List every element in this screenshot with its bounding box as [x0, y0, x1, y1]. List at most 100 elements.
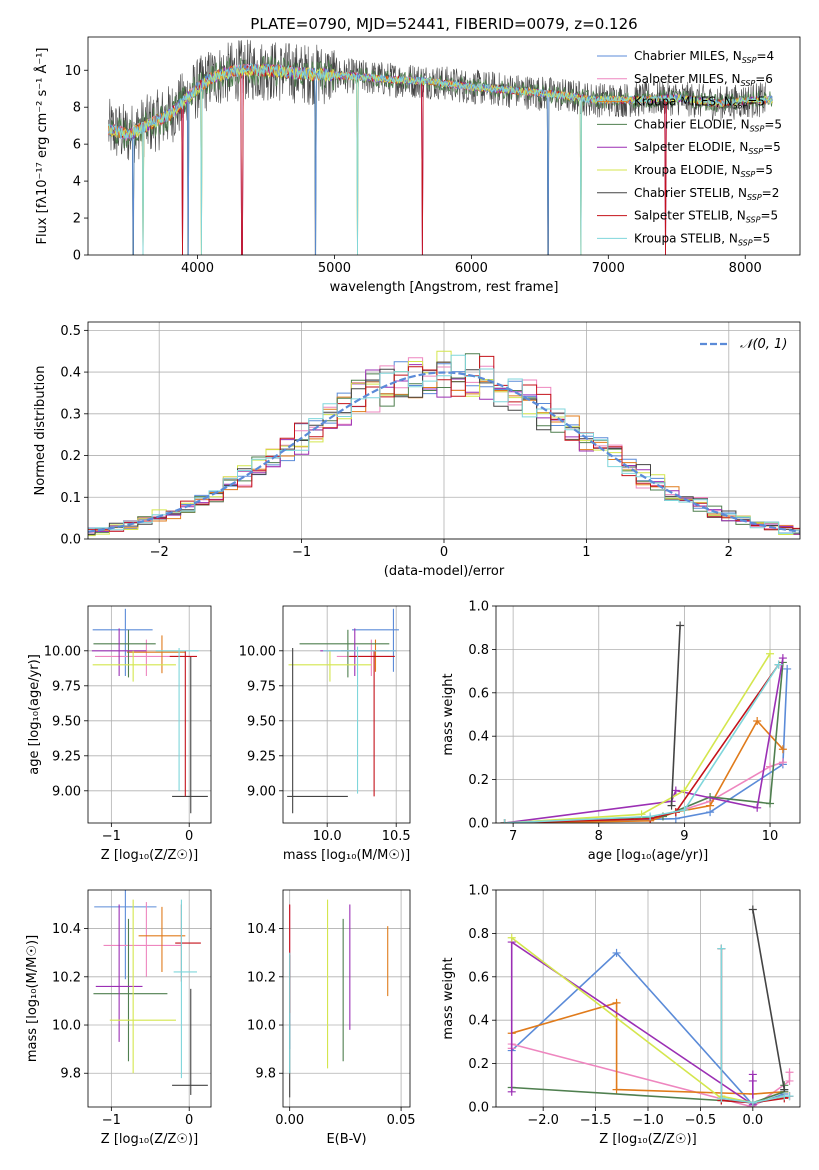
legend-label-normal: 𝒩(0, 1): [740, 337, 787, 352]
weight-marker: [778, 654, 787, 663]
y-tick-label: 0.8: [468, 927, 489, 942]
legend-series-name: Salpeter MILES, N: [634, 72, 741, 86]
errorbar-point: [93, 629, 156, 678]
x-axis-label: Z [log₁₀(Z/Z☉)]: [101, 848, 198, 863]
x-tick-label: 5000: [318, 261, 351, 276]
y-tick-label: 0.4: [468, 1014, 489, 1029]
y-tick-label: 10.00: [239, 644, 276, 659]
legend-nssp: =5: [753, 231, 771, 245]
y-tick-label: 10.2: [247, 970, 276, 985]
legend-label: Kroupa MILES, NSSP=5: [634, 95, 765, 111]
plot-area: [108, 39, 773, 255]
axes-frame: [282, 889, 411, 1108]
y-tick-label: 0.6: [468, 686, 489, 701]
weight-marker: [766, 649, 775, 658]
legend-nssp: =5: [747, 95, 765, 109]
x-tick-label: 7: [509, 829, 517, 844]
weight-marker: [785, 1068, 794, 1077]
weight-line-0: [504, 668, 788, 823]
errorbar-point: [155, 648, 199, 791]
y-tick-label: 0.0: [468, 1101, 489, 1116]
legend-sub: SSP: [748, 147, 763, 156]
plot-area: [91, 608, 208, 814]
y-tick-label: 8: [73, 101, 81, 116]
panel-residuals: −2 −1 0 1 2 0.0 0.1 0.2 0.3 0.4 0.5 (data-model)/er…: [33, 321, 801, 579]
y-tick-label: 0.0: [468, 817, 489, 832]
y-tick-label: 4: [73, 175, 81, 190]
x-tick-label: 10: [762, 829, 779, 844]
errorbar-point: [175, 904, 201, 982]
x-tick-label: 6000: [455, 261, 488, 276]
weight-line-8: [720, 948, 790, 1104]
y-tick-label: 10.0: [247, 1019, 276, 1034]
y-tick-label: 2: [73, 212, 81, 227]
plot-area: [93, 890, 208, 1095]
x-tick-label: 0.05: [387, 1113, 416, 1128]
legend-sub: SSP: [741, 170, 756, 179]
panel-mass-weight-vs-age: 7 8 9 10 0.0 0.2 0.4 0.6 0.8 1.0 age [log₁₀(age/yr…: [441, 600, 801, 863]
ticks: −2 −1 0 1 2 0.0 0.1 0.2 0.3 0.4 0.5: [60, 324, 733, 560]
y-tick-label: 10.00: [44, 644, 81, 659]
y-tick-label: 9.50: [247, 714, 276, 729]
weight-marker: [612, 998, 621, 1007]
ticks: 7 8 9 10 0.0 0.2 0.4 0.6 0.8 1.0: [468, 600, 778, 845]
y-tick-label: 1.0: [468, 600, 489, 615]
weight-marker: [671, 786, 680, 795]
weight-marker: [753, 803, 762, 812]
weight-marker: [680, 786, 689, 795]
weight-marker: [667, 801, 676, 810]
weight-marker: [646, 812, 655, 821]
panel-age-vs-Z: −1 0 9.00 9.25 9.50 9.75 10.00 Z [log₁₀(Z/Z☉)] a…: [27, 605, 212, 863]
weight-marker: [783, 664, 792, 673]
weight-marker: [612, 948, 621, 957]
ticks: −1 0 9.8 10.0 10.2 10.4: [52, 922, 193, 1128]
legend-series-name: Chabrier ELODIE, N: [634, 117, 750, 131]
weight-marker: [785, 1076, 794, 1085]
histogram-4: [88, 364, 800, 535]
weight-marker: [706, 801, 715, 810]
plot-area: [287, 608, 399, 814]
legend-nssp: =5: [763, 140, 781, 154]
weight-line-6: [670, 625, 681, 806]
errorbar-point: [288, 650, 372, 682]
ticks: −2.0 −1.5 −1.0 −0.5 0.0 0.0 0.2 0.4 0.6 0.8 1.0: [468, 884, 763, 1129]
legend-series-name: Salpeter STELIB, N: [634, 209, 746, 223]
weight-marker: [753, 717, 762, 726]
y-tick-label: 0.6: [468, 970, 489, 985]
legend-series-name: Salpeter ELODIE, N: [634, 140, 748, 154]
y-tick-label: 10: [64, 64, 81, 79]
y-tick-label: 0.2: [468, 773, 489, 788]
y-tick-label: 10.0: [52, 1019, 81, 1034]
y-tick-label: 0.0: [60, 533, 81, 548]
x-tick-label: 0: [185, 1113, 193, 1128]
weight-marker: [748, 1070, 757, 1079]
y-axis-label: Flux [fλ10⁻¹⁷ erg cm⁻² s⁻¹ Å⁻¹]: [34, 48, 50, 245]
y-axis-label: mass weight: [441, 957, 456, 1039]
y-tick-label: 9.25: [52, 749, 81, 764]
errorbar-point: [336, 639, 393, 676]
weight-marker: [500, 819, 509, 823]
errorbar-point: [92, 608, 153, 676]
panel-mass-weight-vs-Z: −2.0 −1.5 −1.0 −0.5 0.0 0.0 0.2 0.4 0.6 0.8 1.0 Z […: [441, 884, 801, 1147]
axes-frame: [87, 36, 801, 256]
y-tick-label: 0.4: [468, 730, 489, 745]
x-tick-label: 10.0: [313, 829, 342, 844]
ticks: 0.00 0.05 9.8 10.0 10.2 10.4: [247, 922, 416, 1128]
weight-line-7: [720, 948, 790, 1104]
spectrum-line-8: [108, 63, 773, 255]
x-axis-label: age [log₁₀(age/yr)]: [588, 848, 709, 863]
weight-line-4: [504, 657, 784, 823]
plot-area: [88, 350, 800, 537]
errorbar-point: [95, 639, 182, 676]
y-tick-label: 0: [73, 249, 81, 264]
weight-marker: [748, 1098, 757, 1107]
x-tick-label: 1: [582, 545, 590, 560]
x-tick-label: 0.00: [275, 1113, 304, 1128]
legend-label: Salpeter ELODIE, NSSP=5: [634, 140, 781, 156]
x-tick-label: −1.5: [580, 1113, 612, 1128]
weight-line-5: [504, 653, 771, 823]
y-tick-label: 0.3: [60, 407, 81, 422]
axes-frame: [87, 321, 801, 540]
errorbar-point: [323, 646, 397, 794]
